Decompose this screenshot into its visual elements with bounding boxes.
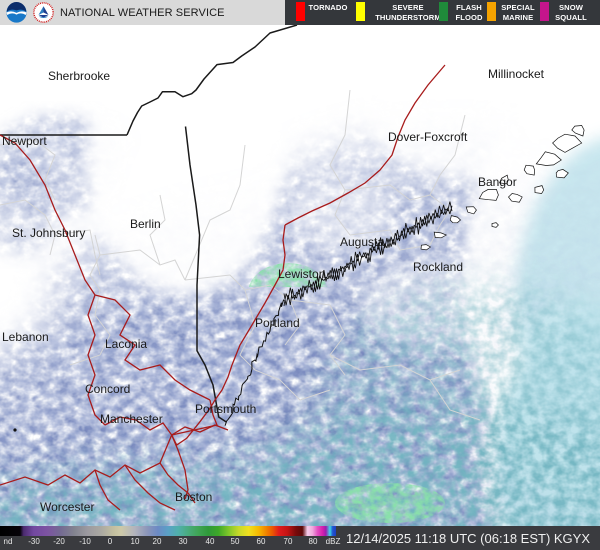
svg-text:Portland: Portland bbox=[255, 316, 300, 330]
svg-text:Lewiston: Lewiston bbox=[278, 267, 325, 281]
svg-text:Worcester: Worcester bbox=[40, 500, 94, 514]
svg-text:Laconia: Laconia bbox=[105, 337, 147, 351]
svg-text:Augusta: Augusta bbox=[340, 235, 384, 249]
svg-text:Manchester: Manchester bbox=[100, 412, 163, 426]
svg-text:Millinocket: Millinocket bbox=[488, 67, 545, 81]
svg-text:Sherbrooke: Sherbrooke bbox=[48, 69, 110, 83]
svg-text:Berlin: Berlin bbox=[130, 217, 161, 231]
svg-text:Dover-Foxcroft: Dover-Foxcroft bbox=[388, 130, 468, 144]
svg-text:Portsmouth: Portsmouth bbox=[195, 402, 256, 416]
svg-text:Concord: Concord bbox=[85, 382, 130, 396]
svg-text:Lebanon: Lebanon bbox=[2, 330, 49, 344]
svg-text:Boston: Boston bbox=[175, 490, 212, 504]
svg-text:Newport: Newport bbox=[2, 134, 47, 148]
svg-text:St. Johnsbury: St. Johnsbury bbox=[12, 226, 85, 240]
svg-text:Bangor: Bangor bbox=[478, 175, 517, 189]
svg-text:Rockland: Rockland bbox=[413, 260, 463, 274]
